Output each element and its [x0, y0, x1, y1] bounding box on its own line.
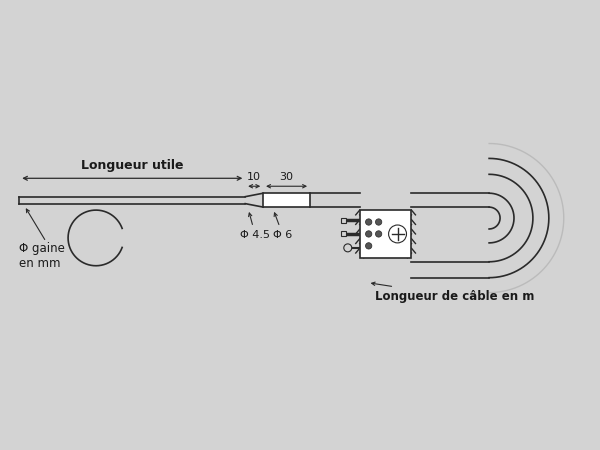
Circle shape	[365, 231, 372, 237]
Circle shape	[389, 225, 407, 243]
Text: Longueur utile: Longueur utile	[81, 159, 184, 172]
Text: Longueur de câble en m: Longueur de câble en m	[371, 282, 534, 302]
Bar	[341, 231, 346, 236]
Text: Φ 6: Φ 6	[273, 213, 292, 240]
Text: Φ gaine
en mm: Φ gaine en mm	[19, 242, 65, 270]
Text: 10: 10	[247, 172, 261, 182]
Circle shape	[376, 219, 382, 225]
Circle shape	[365, 219, 372, 225]
Circle shape	[365, 243, 372, 249]
Bar	[263, 193, 310, 207]
Text: Φ 4.5: Φ 4.5	[240, 213, 270, 240]
Bar	[360, 210, 412, 258]
Bar	[341, 217, 346, 222]
Circle shape	[344, 244, 352, 252]
Circle shape	[376, 231, 382, 237]
Text: 30: 30	[280, 172, 293, 182]
